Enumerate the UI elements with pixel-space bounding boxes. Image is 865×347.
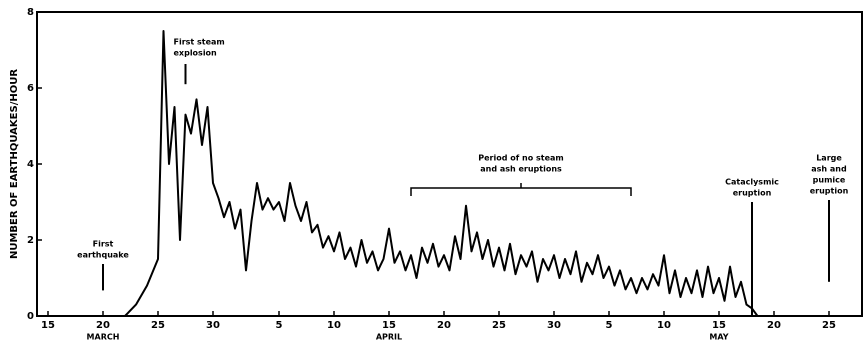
month-label: APRIL bbox=[376, 333, 402, 342]
annotation-text: eruption bbox=[810, 187, 849, 196]
annotation-text: earthquake bbox=[77, 251, 129, 260]
x-tick-label: 5 bbox=[276, 320, 283, 331]
x-tick-label: 25 bbox=[492, 320, 506, 331]
data-line bbox=[124, 30, 759, 317]
x-tick-label: 15 bbox=[382, 320, 396, 331]
month-label: MAY bbox=[709, 333, 728, 342]
y-tick-label: 4 bbox=[27, 159, 34, 170]
x-tick-label: 25 bbox=[822, 320, 836, 331]
x-tick-label: 20 bbox=[437, 320, 451, 331]
y-tick-label: 8 bbox=[27, 7, 34, 18]
x-tick-label: 5 bbox=[606, 320, 613, 331]
x-tick-label: 20 bbox=[96, 320, 110, 331]
annotation-text: Large bbox=[816, 154, 842, 163]
y-tick-label: 6 bbox=[27, 83, 34, 94]
annotation-text: First steam bbox=[174, 38, 225, 47]
annotation-text: Period of no steam bbox=[478, 154, 563, 163]
annotation-text: First bbox=[93, 240, 114, 249]
period-bracket bbox=[410, 183, 632, 196]
annotation-text: Cataclysmic bbox=[725, 178, 779, 187]
month-label: MARCH bbox=[87, 333, 120, 342]
annotation-text: and ash eruptions bbox=[480, 165, 562, 174]
x-tick-label: 15 bbox=[712, 320, 726, 331]
x-tick-label: 25 bbox=[151, 320, 165, 331]
annotation-text: explosion bbox=[174, 49, 218, 58]
annotation-text: pumice bbox=[813, 176, 846, 185]
x-tick-label: 30 bbox=[206, 320, 220, 331]
x-tick-label: 20 bbox=[767, 320, 781, 331]
annotation-text: eruption bbox=[733, 189, 772, 198]
annotation-text: ash and bbox=[811, 165, 847, 174]
x-tick-label: 15 bbox=[41, 320, 55, 331]
y-axis-label: NUMBER OF EARTHQUAKES/HOUR bbox=[9, 69, 20, 259]
x-tick-label: 30 bbox=[547, 320, 561, 331]
x-tick-label: 10 bbox=[327, 320, 341, 331]
y-tick-label: 0 bbox=[27, 311, 34, 322]
y-tick-label: 2 bbox=[27, 235, 34, 246]
x-tick-label: 10 bbox=[657, 320, 671, 331]
